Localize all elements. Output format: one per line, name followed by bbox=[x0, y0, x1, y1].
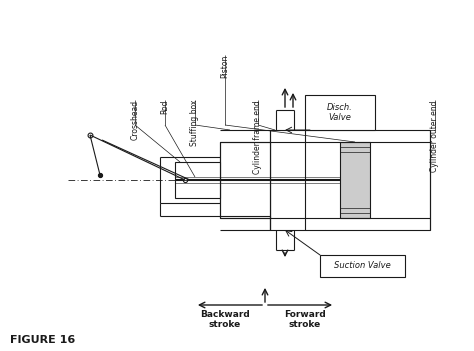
Bar bbox=[320, 255, 405, 277]
Text: Cylinder frame end: Cylinder frame end bbox=[254, 100, 263, 174]
Bar bbox=[175, 162, 220, 198]
Text: Suction Valve: Suction Valve bbox=[334, 261, 391, 271]
Text: Piston: Piston bbox=[220, 55, 229, 78]
Text: Backward
stroke: Backward stroke bbox=[200, 310, 250, 329]
Text: Crosshead: Crosshead bbox=[130, 100, 139, 140]
Text: Forward
stroke: Forward stroke bbox=[284, 310, 326, 329]
Bar bbox=[340, 142, 370, 218]
Text: Rod: Rod bbox=[161, 100, 170, 114]
Text: FIGURE 16: FIGURE 16 bbox=[10, 335, 75, 345]
Bar bbox=[270, 130, 430, 230]
Text: Stuffing box: Stuffing box bbox=[191, 100, 200, 146]
Bar bbox=[220, 142, 270, 218]
Bar bbox=[305, 95, 375, 130]
Text: Cylinder outer end: Cylinder outer end bbox=[430, 100, 439, 172]
Text: Disch.
Valve: Disch. Valve bbox=[327, 103, 353, 122]
